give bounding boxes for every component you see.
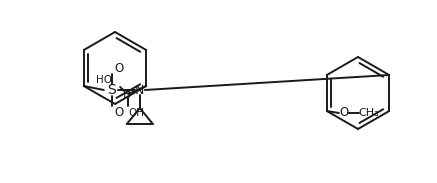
Text: O: O [114,61,123,74]
Text: HO: HO [96,75,112,85]
Text: O: O [339,107,348,119]
Text: N: N [135,83,145,96]
Text: O: O [114,106,123,119]
Text: CH₃: CH₃ [358,108,379,118]
Text: S: S [108,83,116,97]
Text: OH: OH [128,108,144,118]
Text: B: B [123,87,131,100]
